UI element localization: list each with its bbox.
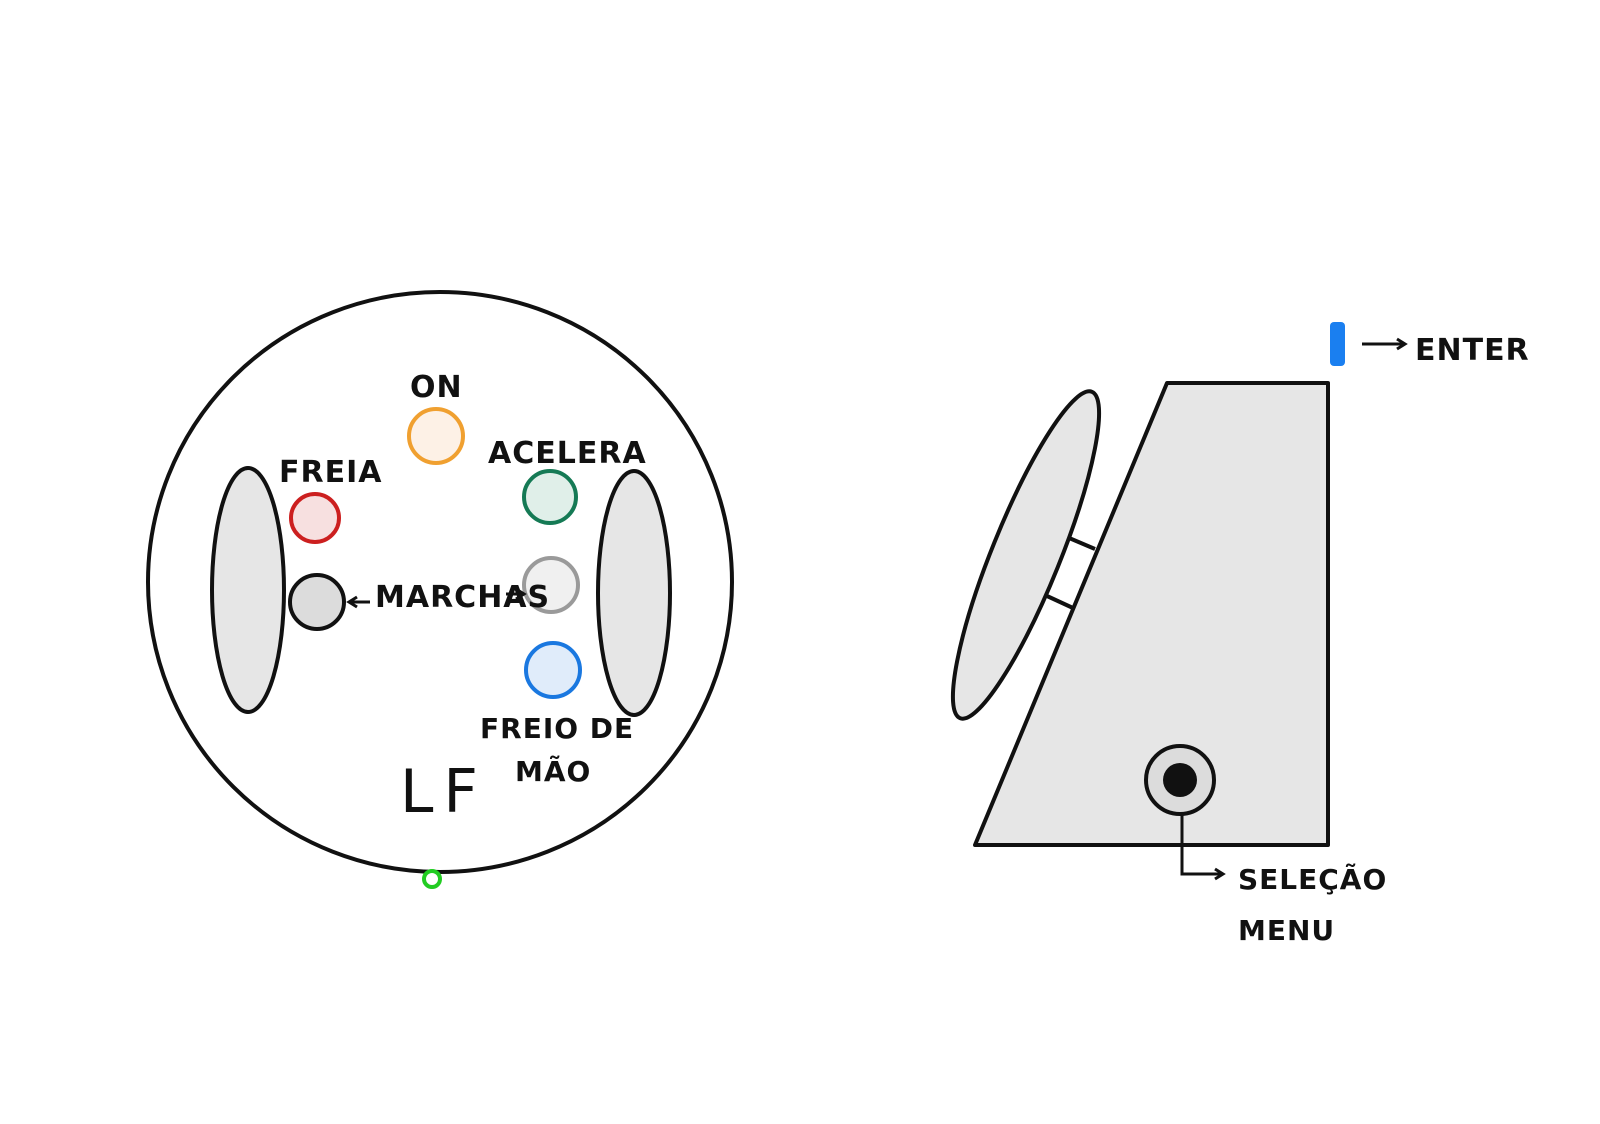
right-grip (596, 469, 672, 717)
freio-de-mao-label-line1: FREIO DE (480, 712, 634, 745)
freio-de-mao-label-line2: MÃO (515, 754, 591, 788)
freia-label: FREIA (279, 455, 382, 490)
freia-button[interactable] (289, 492, 341, 544)
wheel-outline (146, 290, 734, 874)
selecao-arrow (1180, 814, 1226, 881)
enter-arrow (1362, 337, 1408, 351)
side-view: ENTER SELEÇÃO MENU (950, 322, 1530, 947)
acelera-label: ACELERA (488, 436, 647, 471)
on-label: ON (410, 370, 463, 405)
logo-lf: LF (400, 757, 488, 827)
marcha-right-button[interactable] (522, 556, 580, 614)
side-body (973, 381, 1330, 847)
marchas-label: MARCHAS (375, 580, 550, 615)
enter-button[interactable] (1330, 322, 1345, 366)
status-indicator (422, 869, 442, 889)
enter-label: ENTER (1415, 333, 1530, 368)
marchas-right-arrow (506, 587, 527, 601)
on-button[interactable] (407, 407, 465, 465)
front-view: ON FREIA ACELERA MARCHAS FREIO DE MÃO LF (146, 290, 734, 889)
acelera-button[interactable] (522, 469, 578, 525)
menu-knob-inner (1163, 763, 1197, 797)
side-wheel (950, 389, 1102, 721)
marchas-left-arrow (346, 595, 370, 609)
freio-de-mao-button[interactable] (524, 641, 582, 699)
selecao-label: SELEÇÃO (1238, 862, 1387, 896)
marcha-left-button[interactable] (288, 573, 346, 631)
left-grip (210, 466, 286, 714)
menu-label: MENU (1238, 914, 1335, 947)
